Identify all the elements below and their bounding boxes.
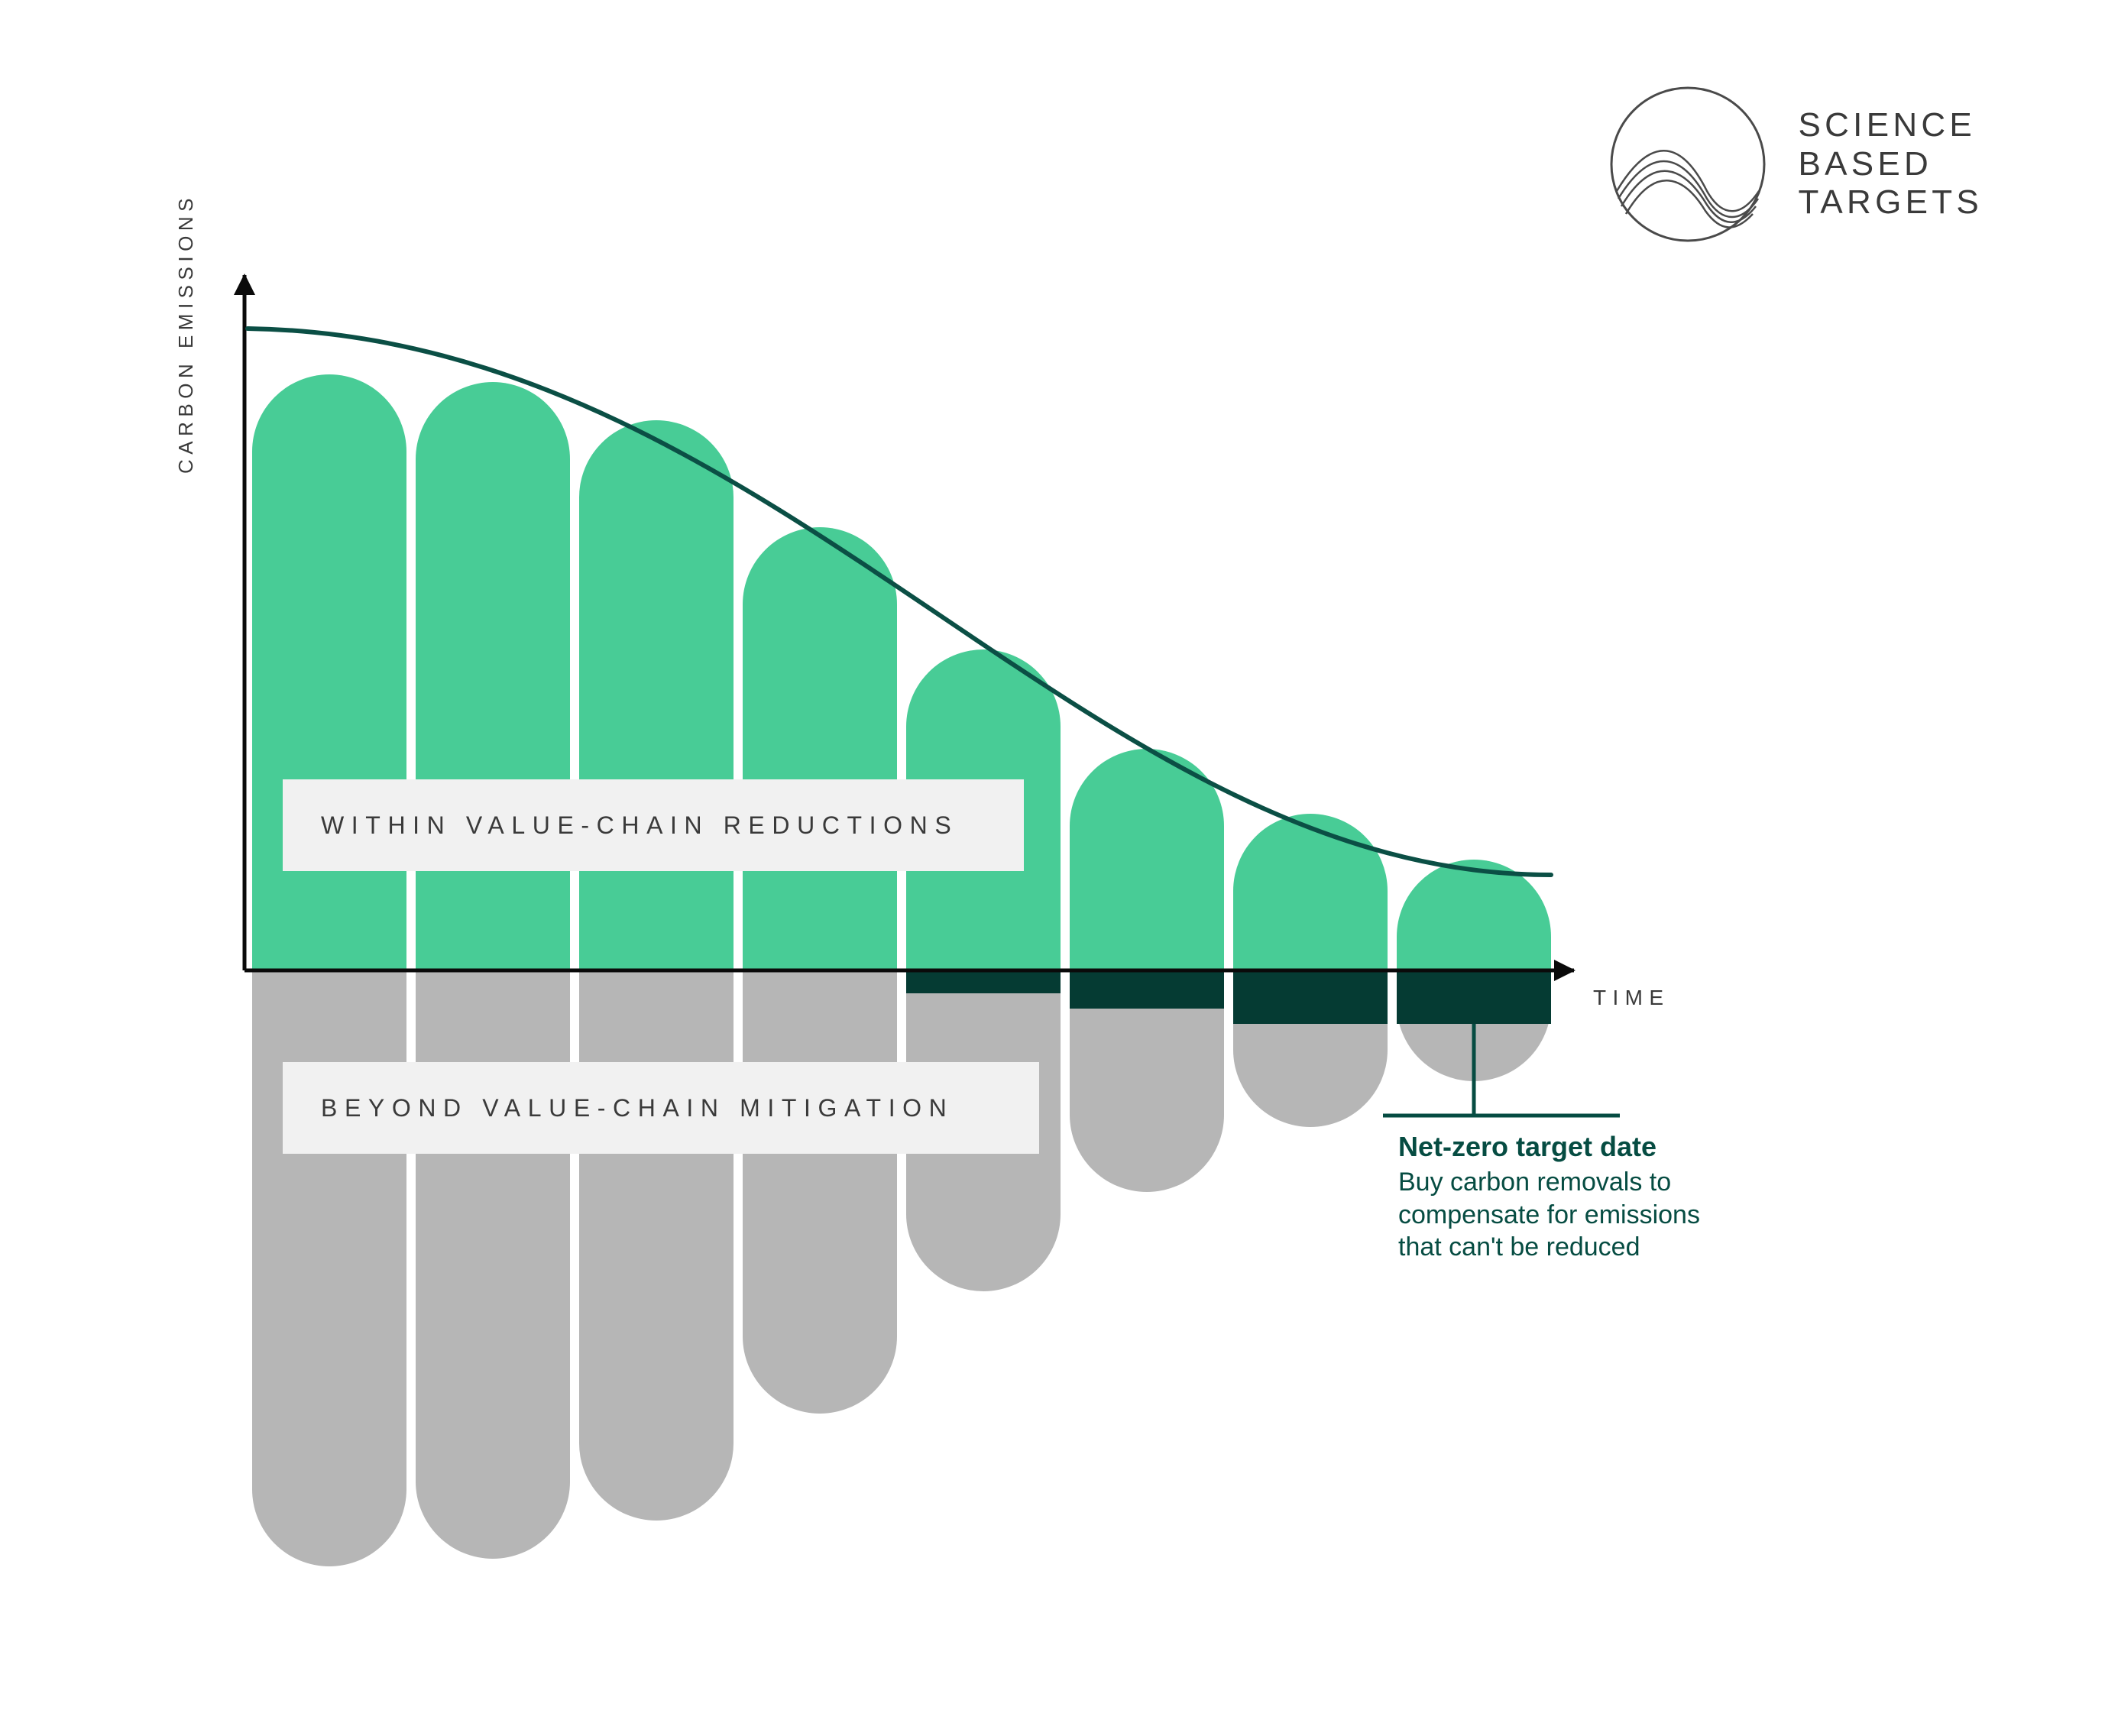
netzero-annotation: Net-zero target date Buy carbon removals… [1398,1131,1734,1264]
chart-canvas: SCIENCE BASED TARGETS CARBON EMISSIONS T… [0,0,2105,1736]
y-axis-label: CARBON EMISSIONS [174,193,198,474]
annotation-title: Net-zero target date [1398,1131,1734,1163]
x-axis-label: TIME [1593,986,1669,1010]
within-value-chain-label: WITHIN VALUE-CHAIN REDUCTIONS [283,779,1024,871]
beyond-value-chain-label: BEYOND VALUE-CHAIN MITIGATION [283,1062,1039,1154]
annotation-body: Buy carbon removals to compensate for em… [1398,1166,1734,1264]
